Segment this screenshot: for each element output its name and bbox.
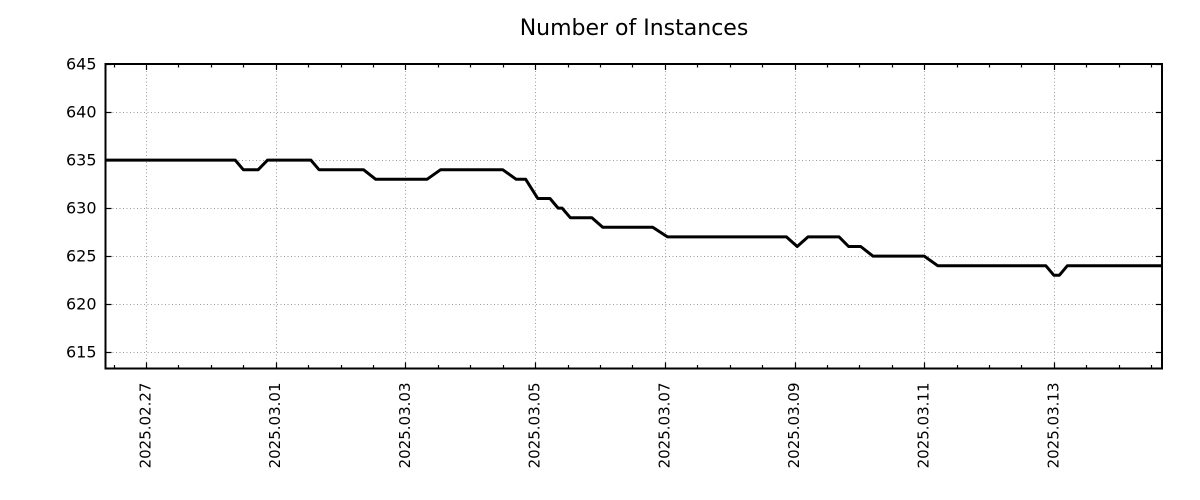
y-tick-label: 630 bbox=[66, 199, 97, 218]
x-tick-label: 2025.02.27 bbox=[137, 383, 155, 469]
y-tick-label: 645 bbox=[66, 55, 97, 74]
plot-frame bbox=[104, 63, 1163, 370]
x-tick-label: 2025.03.07 bbox=[655, 383, 673, 469]
y-tick-label: 615 bbox=[66, 343, 97, 362]
y-tick-label: 640 bbox=[66, 103, 97, 122]
chart-title: Number of Instances bbox=[519, 16, 749, 41]
y-tick-label: 620 bbox=[66, 295, 97, 314]
x-tick-label: 2025.03.03 bbox=[396, 383, 414, 469]
x-tick-label: 2025.03.13 bbox=[1044, 383, 1062, 469]
y-tick-label: 635 bbox=[66, 151, 97, 170]
x-tick-label: 2025.03.05 bbox=[526, 383, 544, 469]
x-tick-label: 2025.03.01 bbox=[266, 383, 284, 469]
y-tick-label: 625 bbox=[66, 247, 97, 266]
data-line bbox=[105, 158, 1162, 277]
x-tick-label: 2025.03.09 bbox=[785, 383, 803, 469]
x-tick-label: 2025.03.11 bbox=[915, 383, 933, 469]
